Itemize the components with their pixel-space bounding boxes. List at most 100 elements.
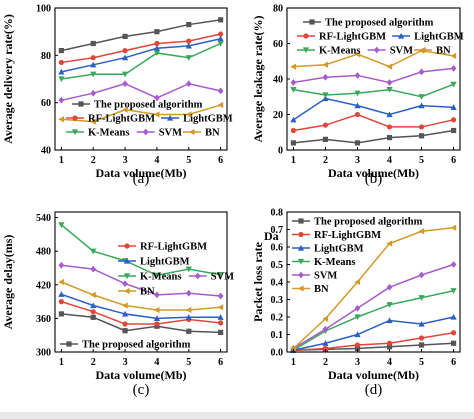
data-point-svm-2: [90, 265, 97, 273]
data-point-rf-lightgbm-6: [218, 320, 224, 326]
data-point-svm-3: [122, 280, 128, 288]
data-point-the-proposed-algorithm-5: [186, 21, 192, 28]
legend-swatch-marker: [123, 287, 130, 295]
data-point-the-proposed-algorithm-3: [122, 33, 128, 39]
data-point-lightgbm-6: [217, 314, 224, 320]
data-point-bn-4: [153, 306, 160, 314]
data-point-rf-lightgbm-1: [58, 299, 64, 305]
data-point-svm-4: [386, 79, 393, 86]
legend-entry-the-proposed-algorithm: The proposed algorithm: [82, 340, 191, 351]
data-point-rf-lightgbm-3: [122, 48, 128, 54]
data-point-k-means-1: [290, 87, 297, 93]
data-point-rf-lightgbm-4: [154, 40, 160, 47]
x-tick-label: 3: [355, 155, 360, 166]
data-point-rf-lightgbm-5: [418, 124, 425, 130]
y-tick-label: 80: [273, 4, 283, 15]
legend-entry-rf-lightgbm: RF-LightGBM: [140, 242, 207, 253]
data-point-lightgbm-6: [217, 35, 224, 42]
data-point-the-proposed-algorithm-2: [90, 40, 96, 47]
data-point-rf-lightgbm-6: [450, 330, 457, 336]
data-point-bn-5: [185, 306, 192, 314]
data-point-bn-4: [153, 111, 160, 118]
data-point-k-means-5: [418, 94, 425, 100]
data-point-svm-3: [354, 304, 361, 312]
x-tick-label: 5: [419, 155, 424, 166]
data-point-the-proposed-algorithm-3: [354, 345, 361, 352]
y-tick-label: 0.5: [271, 260, 284, 271]
chart-panel-4: 1 2 3 4 5 6 0.0 0.1 0.2 0.3 0.4 0.5 0.6 0.7 0.8 Data vo…: [251, 208, 461, 398]
series-line-svm: [61, 82, 221, 102]
data-point-k-means-5: [185, 266, 192, 273]
data-point-the-proposed-algorithm-3: [122, 328, 128, 334]
data-point-rf-lightgbm-4: [154, 321, 160, 327]
y-tick-label: 0.2: [271, 313, 284, 324]
legend-entry-svm: SVM: [211, 272, 234, 283]
y-tick-label: 20: [273, 110, 283, 121]
legend: The proposed algorithm RF-LightGBM LightGB…: [297, 18, 464, 57]
series-line-svm: [293, 67, 454, 84]
series-line-lightgbm: [292, 97, 454, 121]
legend-swatch-marker: [298, 218, 304, 224]
data-point-k-means-1: [58, 76, 65, 83]
data-point-bn-5: [185, 111, 192, 118]
data-point-svm-3: [122, 80, 128, 88]
data-point-bn-5: [418, 228, 425, 235]
data-point-rf-lightgbm-2: [322, 345, 329, 352]
data-point-lightgbm-2: [322, 95, 329, 102]
legend-swatch-marker: [298, 271, 304, 279]
series-line-rf-lightgbm: [293, 332, 454, 351]
y-tick-label: 0.8: [271, 208, 284, 219]
series-line-lightgbm: [61, 38, 221, 73]
data-point-bn-1: [290, 63, 297, 70]
data-point-lightgbm-1: [290, 116, 297, 123]
series-line-the-proposed-algorithm: [293, 129, 454, 144]
data-point-k-means-4: [386, 302, 393, 308]
data-point-svm-2: [322, 325, 329, 333]
data-point-svm-6: [450, 64, 457, 72]
data-point-bn-4: [386, 63, 393, 70]
data-point-lightgbm-3: [354, 102, 361, 109]
data-point-k-means-6: [217, 40, 224, 47]
data-point-rf-lightgbm-2: [90, 309, 96, 315]
data-point-bn-1: [290, 345, 297, 352]
data-point-the-proposed-algorithm-6: [450, 340, 457, 346]
data-point-rf-lightgbm-3: [354, 111, 361, 118]
legend-entry-k-means: K-Means: [140, 272, 181, 283]
x-tick-label: 6: [451, 155, 456, 166]
data-point-bn-6: [217, 304, 224, 311]
legend-swatch-marker: [373, 46, 380, 54]
series-line-lightgbm: [61, 293, 221, 320]
data-point-rf-lightgbm-5: [186, 38, 192, 44]
legend-entry-lightgbm: LightGBM: [414, 32, 464, 43]
data-point-lightgbm-4: [386, 317, 393, 324]
legend: The proposed algorithm RF-LightGBM LightGB…: [292, 217, 423, 295]
data-point-k-means-6: [450, 81, 457, 88]
series-line-rf-lightgbm: [61, 300, 221, 325]
legend-entry-lightgbm: LightGBM: [314, 244, 364, 255]
data-point-lightgbm-1: [58, 291, 65, 297]
clipped-title-fragment: Da: [264, 229, 279, 243]
data-point-k-means-5: [418, 295, 425, 301]
x-axis-label: Data volume(Mb): [96, 368, 187, 382]
y-tick-label: 80: [41, 51, 51, 62]
series-line-k-means: [293, 290, 454, 351]
legend-entry-lightgbm: LightGBM: [183, 114, 233, 125]
y-axis-label: Average delay(ms): [1, 235, 15, 330]
data-point-rf-lightgbm-1: [290, 127, 297, 134]
x-tick-label: 6: [218, 155, 223, 166]
x-axis-label: Data volume(Mb): [96, 166, 187, 180]
data-point-lightgbm-2: [90, 302, 97, 309]
data-point-svm-6: [217, 87, 224, 95]
data-point-lightgbm-5: [418, 102, 425, 109]
legend-entry-k-means: K-Means: [314, 257, 355, 268]
data-point-lightgbm-6: [450, 104, 457, 110]
legend-entry-bn: BN: [314, 284, 329, 295]
legend-entry-rf-lightgbm: RF-LightGBM: [314, 230, 381, 241]
x-tick-label: 2: [91, 357, 96, 368]
legend-entry-the-proposed-algorithm: The proposed algorithm: [94, 100, 203, 111]
series-line-svm: [293, 263, 454, 350]
legend-swatch-marker: [78, 101, 84, 107]
data-point-rf-lightgbm-4: [386, 124, 393, 130]
legend-entry-lightgbm: LightGBM: [140, 257, 190, 268]
